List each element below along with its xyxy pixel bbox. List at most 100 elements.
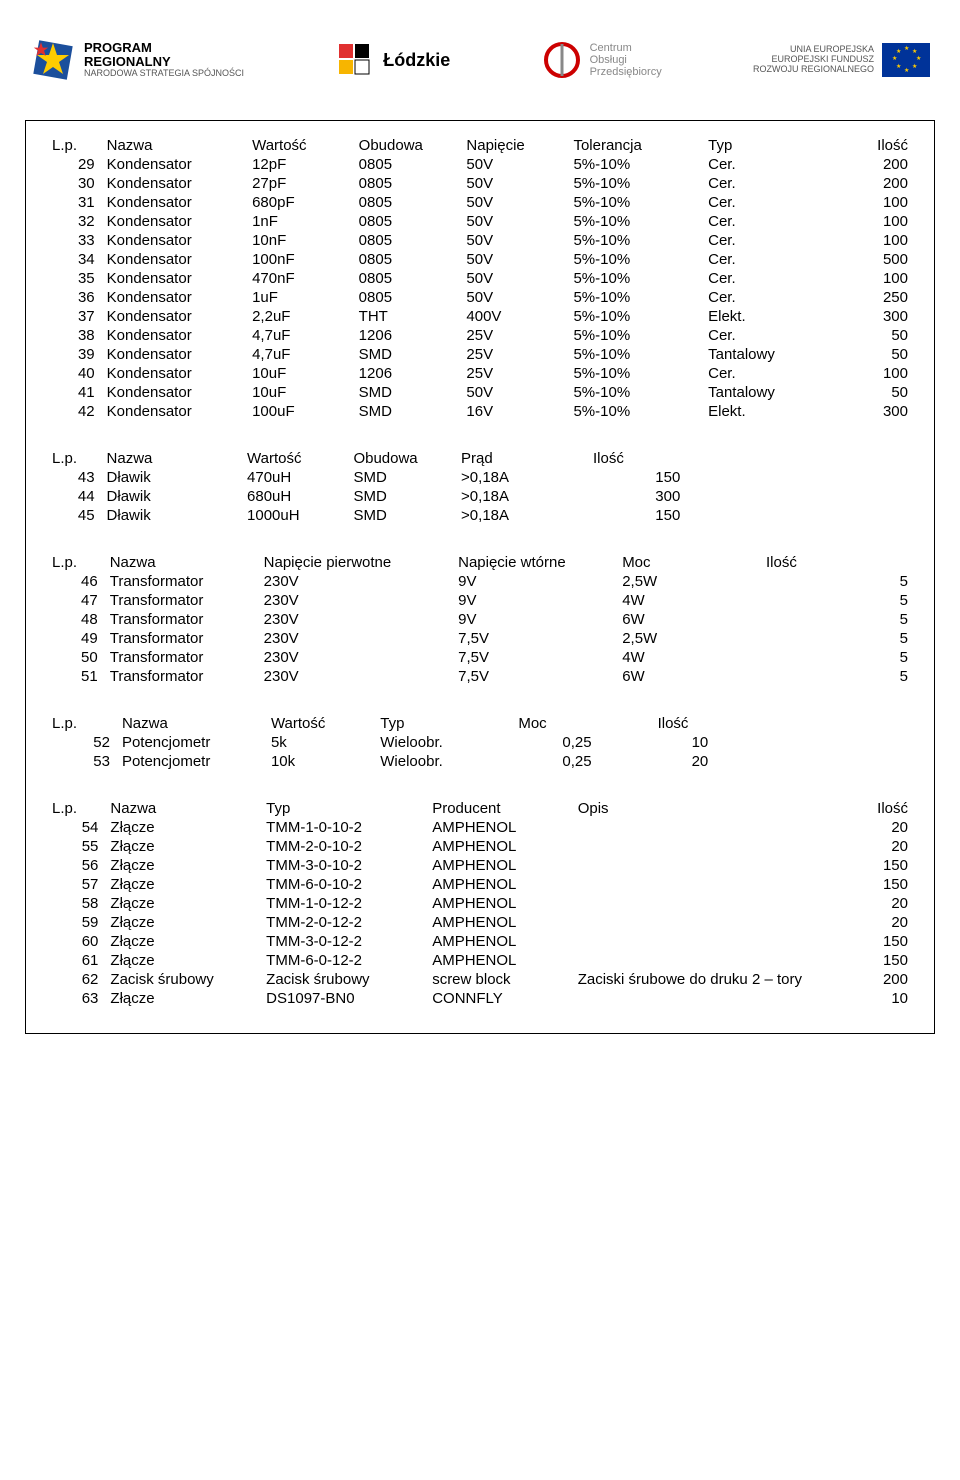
cell-lp: 50 (46, 648, 104, 667)
cell-nw: 7,5V (452, 648, 616, 667)
cell-typ: Cer. (702, 288, 836, 307)
cell-obudowa: SMD (353, 345, 461, 364)
cell-lp: 40 (46, 364, 101, 383)
cell-np: 230V (258, 610, 452, 629)
cell-producent: AMPHENOL (426, 913, 572, 932)
cell-nazwa: Potencjometr (116, 752, 265, 771)
cell-nazwa: Złącze (104, 913, 260, 932)
cell-ilosc: 200 (837, 174, 914, 193)
cell-typ: DS1097-BN0 (260, 989, 426, 1008)
th-moc: Moc (616, 553, 760, 572)
cell-empty (770, 506, 914, 525)
cell-nw: 9V (452, 572, 616, 591)
cell-opis (572, 932, 830, 951)
cell-lp: 53 (46, 752, 116, 771)
logo1-text: PROGRAM REGIONALNY NARODOWA STRATEGIA SP… (84, 41, 244, 79)
cell-opis (572, 856, 830, 875)
cell-lp: 37 (46, 307, 101, 326)
cell-ilosc: 150 (587, 506, 770, 525)
table-row: 48Transformator230V9V6W5 (46, 610, 914, 629)
th-lp: L.p. (46, 714, 116, 733)
cell-np: 230V (258, 629, 452, 648)
table-row: 57ZłączeTMM-6-0-10-2AMPHENOL150 (46, 875, 914, 894)
cell-lp: 32 (46, 212, 101, 231)
svg-text:★: ★ (916, 55, 921, 62)
table-row: 56ZłączeTMM-3-0-10-2AMPHENOL150 (46, 856, 914, 875)
svg-text:★: ★ (912, 63, 917, 70)
cell-producent: screw block (426, 970, 572, 989)
cell-typ: Cer. (702, 364, 836, 383)
cell-ilosc: 5 (760, 610, 914, 629)
eu-flag-icon: ★★★ ★★★ ★★ (882, 43, 930, 77)
table-row: 34Kondensator100nF080550V5%-10%Cer.500 (46, 250, 914, 269)
cell-nazwa: Transformator (104, 667, 258, 686)
th-np: Napięcie pierwotne (258, 553, 452, 572)
cell-typ: TMM-6-0-12-2 (260, 951, 426, 970)
cell-wartosc: 1nF (246, 212, 353, 231)
logo-program-regionalny: PROGRAM REGIONALNY NARODOWA STRATEGIA SP… (30, 37, 244, 83)
th-obudowa: Obudowa (347, 449, 455, 468)
cell-wartosc: 10uF (246, 364, 353, 383)
cell-ilosc: 150 (830, 856, 914, 875)
cell-lp: 29 (46, 155, 101, 174)
cell-napiecie: 50V (460, 269, 567, 288)
cell-typ: TMM-1-0-10-2 (260, 818, 426, 837)
cell-moc: 6W (616, 667, 760, 686)
cell-nazwa: Kondensator (101, 269, 246, 288)
th-lp: L.p. (46, 799, 104, 818)
cell-producent: CONNFLY (426, 989, 572, 1008)
cell-nazwa: Kondensator (101, 326, 246, 345)
cell-ilosc: 150 (830, 932, 914, 951)
svg-text:★: ★ (896, 48, 901, 55)
cell-wartosc: 10nF (246, 231, 353, 250)
table-row: 45Dławik1000uHSMD>0,18A150 (46, 506, 914, 525)
cell-obudowa: SMD (347, 506, 455, 525)
th-lp: L.p. (46, 136, 101, 155)
logo1-line1: PROGRAM (84, 41, 244, 55)
cell-napiecie: 50V (460, 174, 567, 193)
cell-napiecie: 25V (460, 345, 567, 364)
cell-ilosc: 20 (830, 837, 914, 856)
cell-napiecie: 50V (460, 212, 567, 231)
content-frame: L.p. Nazwa Wartość Obudowa Napięcie Tole… (25, 120, 935, 1034)
table-header-row: L.p. Nazwa Wartość Obudowa Napięcie Tole… (46, 136, 914, 155)
th-typ: Typ (702, 136, 836, 155)
th-wartosc: Wartość (265, 714, 374, 733)
cell-lp: 52 (46, 733, 116, 752)
lodzkie-icon (335, 40, 375, 80)
cell-nazwa: Złącze (104, 837, 260, 856)
table-row: 39Kondensator4,7uFSMD25V5%-10%Tantalowy5… (46, 345, 914, 364)
cell-wartosc: 10k (265, 752, 374, 771)
cell-lp: 55 (46, 837, 104, 856)
cell-napiecie: 50V (460, 250, 567, 269)
cell-lp: 45 (46, 506, 101, 525)
th-producent: Producent (426, 799, 572, 818)
cell-ilosc: 5 (760, 648, 914, 667)
cell-napiecie: 50V (460, 231, 567, 250)
th-nazwa: Nazwa (101, 136, 246, 155)
cell-lp: 59 (46, 913, 104, 932)
cell-opis (572, 875, 830, 894)
cell-typ: Cer. (702, 326, 836, 345)
cell-typ: Wieloobr. (374, 752, 512, 771)
table-row: 29Kondensator12pF080550V5%-10%Cer.200 (46, 155, 914, 174)
cell-nazwa: Kondensator (101, 250, 246, 269)
cell-lp: 39 (46, 345, 101, 364)
cell-prad: >0,18A (455, 468, 587, 487)
cell-ilosc: 5 (760, 591, 914, 610)
cell-nazwa: Kondensator (101, 402, 246, 421)
logo3-line1: Centrum (590, 42, 662, 54)
cell-typ: Cer. (702, 155, 836, 174)
table-row: 54ZłączeTMM-1-0-10-2AMPHENOL20 (46, 818, 914, 837)
th-typ: Typ (374, 714, 512, 733)
logo2-text: Łódzkie (383, 50, 450, 71)
th-napiecie: Napięcie (460, 136, 567, 155)
cell-obudowa: THT (353, 307, 461, 326)
cell-lp: 31 (46, 193, 101, 212)
cell-empty (808, 733, 914, 752)
cell-typ: Cer. (702, 231, 836, 250)
table-row: 37Kondensator2,2uFTHT400V5%-10%Elekt.300 (46, 307, 914, 326)
cell-wartosc: 470nF (246, 269, 353, 288)
table-row: 44Dławik680uHSMD>0,18A300 (46, 487, 914, 506)
cell-typ: TMM-2-0-10-2 (260, 837, 426, 856)
